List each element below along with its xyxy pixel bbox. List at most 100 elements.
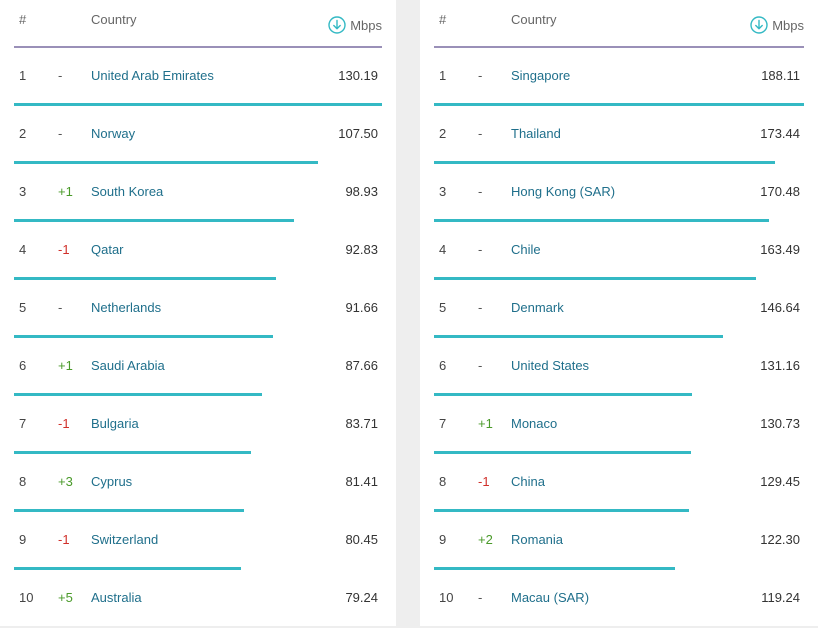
rank-number: 1 — [19, 68, 27, 83]
rank-change: +3 — [58, 474, 73, 489]
table-row[interactable]: 8 -1 China 129.45 — [434, 454, 804, 512]
rank-change: - — [58, 126, 63, 141]
rank-change: -1 — [58, 242, 70, 257]
speed-bar — [434, 509, 689, 512]
country-link[interactable]: Singapore — [511, 68, 571, 83]
speed-value: 146.64 — [760, 300, 800, 315]
table-row[interactable]: 4 - Chile 163.49 — [434, 222, 804, 280]
speed-bar — [434, 277, 756, 280]
rank-change: -1 — [478, 474, 490, 489]
speed-value: 98.93 — [345, 184, 378, 199]
table-row[interactable]: 3 - Hong Kong (SAR) 170.48 — [434, 164, 804, 222]
country-link[interactable]: Monaco — [511, 416, 558, 431]
table-row[interactable]: 6 +1 Saudi Arabia 87.66 — [14, 338, 382, 396]
rank-number: 3 — [439, 184, 447, 199]
speed-value: 173.44 — [760, 126, 800, 141]
rank-number: 5 — [439, 300, 447, 315]
table-row[interactable]: 8 +3 Cyprus 81.41 — [14, 454, 382, 512]
speed-bar — [14, 277, 277, 280]
country-link[interactable]: United States — [511, 358, 590, 373]
table-row[interactable]: 9 -1 Switzerland 80.45 — [14, 512, 382, 570]
speed-bar — [14, 567, 242, 570]
table-row[interactable]: 3 +1 South Korea 98.93 — [14, 164, 382, 222]
speed-value: 83.71 — [345, 416, 378, 431]
speed-unit-label: Mbps — [772, 17, 804, 33]
speed-bar — [434, 567, 675, 570]
rank-change: -1 — [58, 532, 70, 547]
rank-number: 2 — [439, 126, 447, 141]
rank-number: 6 — [19, 358, 27, 373]
rank-number: 5 — [19, 300, 27, 315]
country-link[interactable]: Macau (SAR) — [511, 590, 590, 605]
rank-change: +2 — [478, 532, 493, 547]
speed-unit-label: Mbps — [350, 17, 382, 33]
country-link[interactable]: Saudi Arabia — [91, 358, 165, 373]
rank-column-header: # — [439, 12, 447, 27]
rank-number: 8 — [439, 474, 447, 489]
table-row[interactable]: 7 +1 Monaco 130.73 — [434, 396, 804, 454]
speed-value: 131.16 — [760, 358, 800, 373]
rank-change: - — [478, 68, 483, 83]
speed-value: 129.45 — [760, 474, 800, 489]
speed-value: 91.66 — [345, 300, 378, 315]
rank-change: - — [478, 300, 483, 315]
table-header: # Country Mbps — [14, 0, 382, 48]
table-row[interactable]: 6 - United States 131.16 — [434, 338, 804, 396]
rank-number: 1 — [439, 68, 447, 83]
country-column-header: Country — [91, 12, 137, 27]
speed-column-header[interactable]: Mbps — [750, 16, 804, 34]
speed-value: 81.41 — [345, 474, 378, 489]
speed-value: 130.19 — [338, 68, 378, 83]
rank-change: +1 — [58, 184, 73, 199]
country-link[interactable]: Hong Kong (SAR) — [511, 184, 616, 199]
table-row[interactable]: 10 - Macau (SAR) 119.24 — [434, 570, 804, 628]
speed-column-header[interactable]: Mbps — [328, 16, 382, 34]
speed-bar — [14, 509, 244, 512]
country-link[interactable]: Romania — [511, 532, 564, 547]
rank-number: 2 — [19, 126, 27, 141]
rank-number: 3 — [19, 184, 27, 199]
table-row[interactable]: 4 -1 Qatar 92.83 — [14, 222, 382, 280]
speed-value: 170.48 — [760, 184, 800, 199]
table-row[interactable]: 2 - Thailand 173.44 — [434, 106, 804, 164]
table-row[interactable]: 1 - United Arab Emirates 130.19 — [14, 48, 382, 106]
country-column-header: Country — [511, 12, 557, 27]
rank-number: 10 — [19, 590, 34, 605]
rank-number: 10 — [439, 590, 454, 605]
country-link[interactable]: Australia — [91, 590, 142, 605]
table-row[interactable]: 7 -1 Bulgaria 83.71 — [14, 396, 382, 454]
rank-change: - — [478, 358, 483, 373]
country-link[interactable]: Cyprus — [91, 474, 133, 489]
table-row[interactable]: 5 - Denmark 146.64 — [434, 280, 804, 338]
country-link[interactable]: China — [511, 474, 545, 489]
country-link[interactable]: Thailand — [511, 126, 561, 141]
rank-number: 9 — [439, 532, 447, 547]
table-row[interactable]: 2 - Norway 107.50 — [14, 106, 382, 164]
rank-number: 4 — [439, 242, 447, 257]
rank-change: - — [478, 242, 483, 257]
ranking-rows: 1 - United Arab Emirates 130.19 2 - Norway 107.… — [14, 48, 382, 628]
country-link[interactable]: Bulgaria — [91, 416, 139, 431]
speed-value: 130.73 — [760, 416, 800, 431]
speed-value: 87.66 — [345, 358, 378, 373]
table-row[interactable]: 1 - Singapore 188.11 — [434, 48, 804, 106]
country-link[interactable]: Qatar — [91, 242, 124, 257]
country-link[interactable]: Chile — [511, 242, 541, 257]
speed-value: 107.50 — [338, 126, 378, 141]
speed-bar — [14, 335, 274, 338]
country-link[interactable]: Denmark — [511, 300, 564, 315]
country-link[interactable]: Switzerland — [91, 532, 159, 547]
table-row[interactable]: 10 +5 Australia 79.24 — [14, 570, 382, 628]
table-row[interactable]: 9 +2 Romania 122.30 — [434, 512, 804, 570]
country-link[interactable]: Netherlands — [91, 300, 162, 315]
country-link[interactable]: South Korea — [91, 184, 164, 199]
download-arrow-icon — [750, 16, 768, 34]
rank-change: - — [478, 590, 483, 605]
speed-value: 80.45 — [345, 532, 378, 547]
right-ranking-panel: # Country Mbps 1 - Singapore 188.11 2 - Thaila… — [420, 0, 818, 626]
table-row[interactable]: 5 - Netherlands 91.66 — [14, 280, 382, 338]
country-link[interactable]: United Arab Emirates — [91, 68, 214, 83]
country-link[interactable]: Norway — [91, 126, 136, 141]
rank-change: -1 — [58, 416, 70, 431]
speed-bar — [14, 219, 294, 222]
